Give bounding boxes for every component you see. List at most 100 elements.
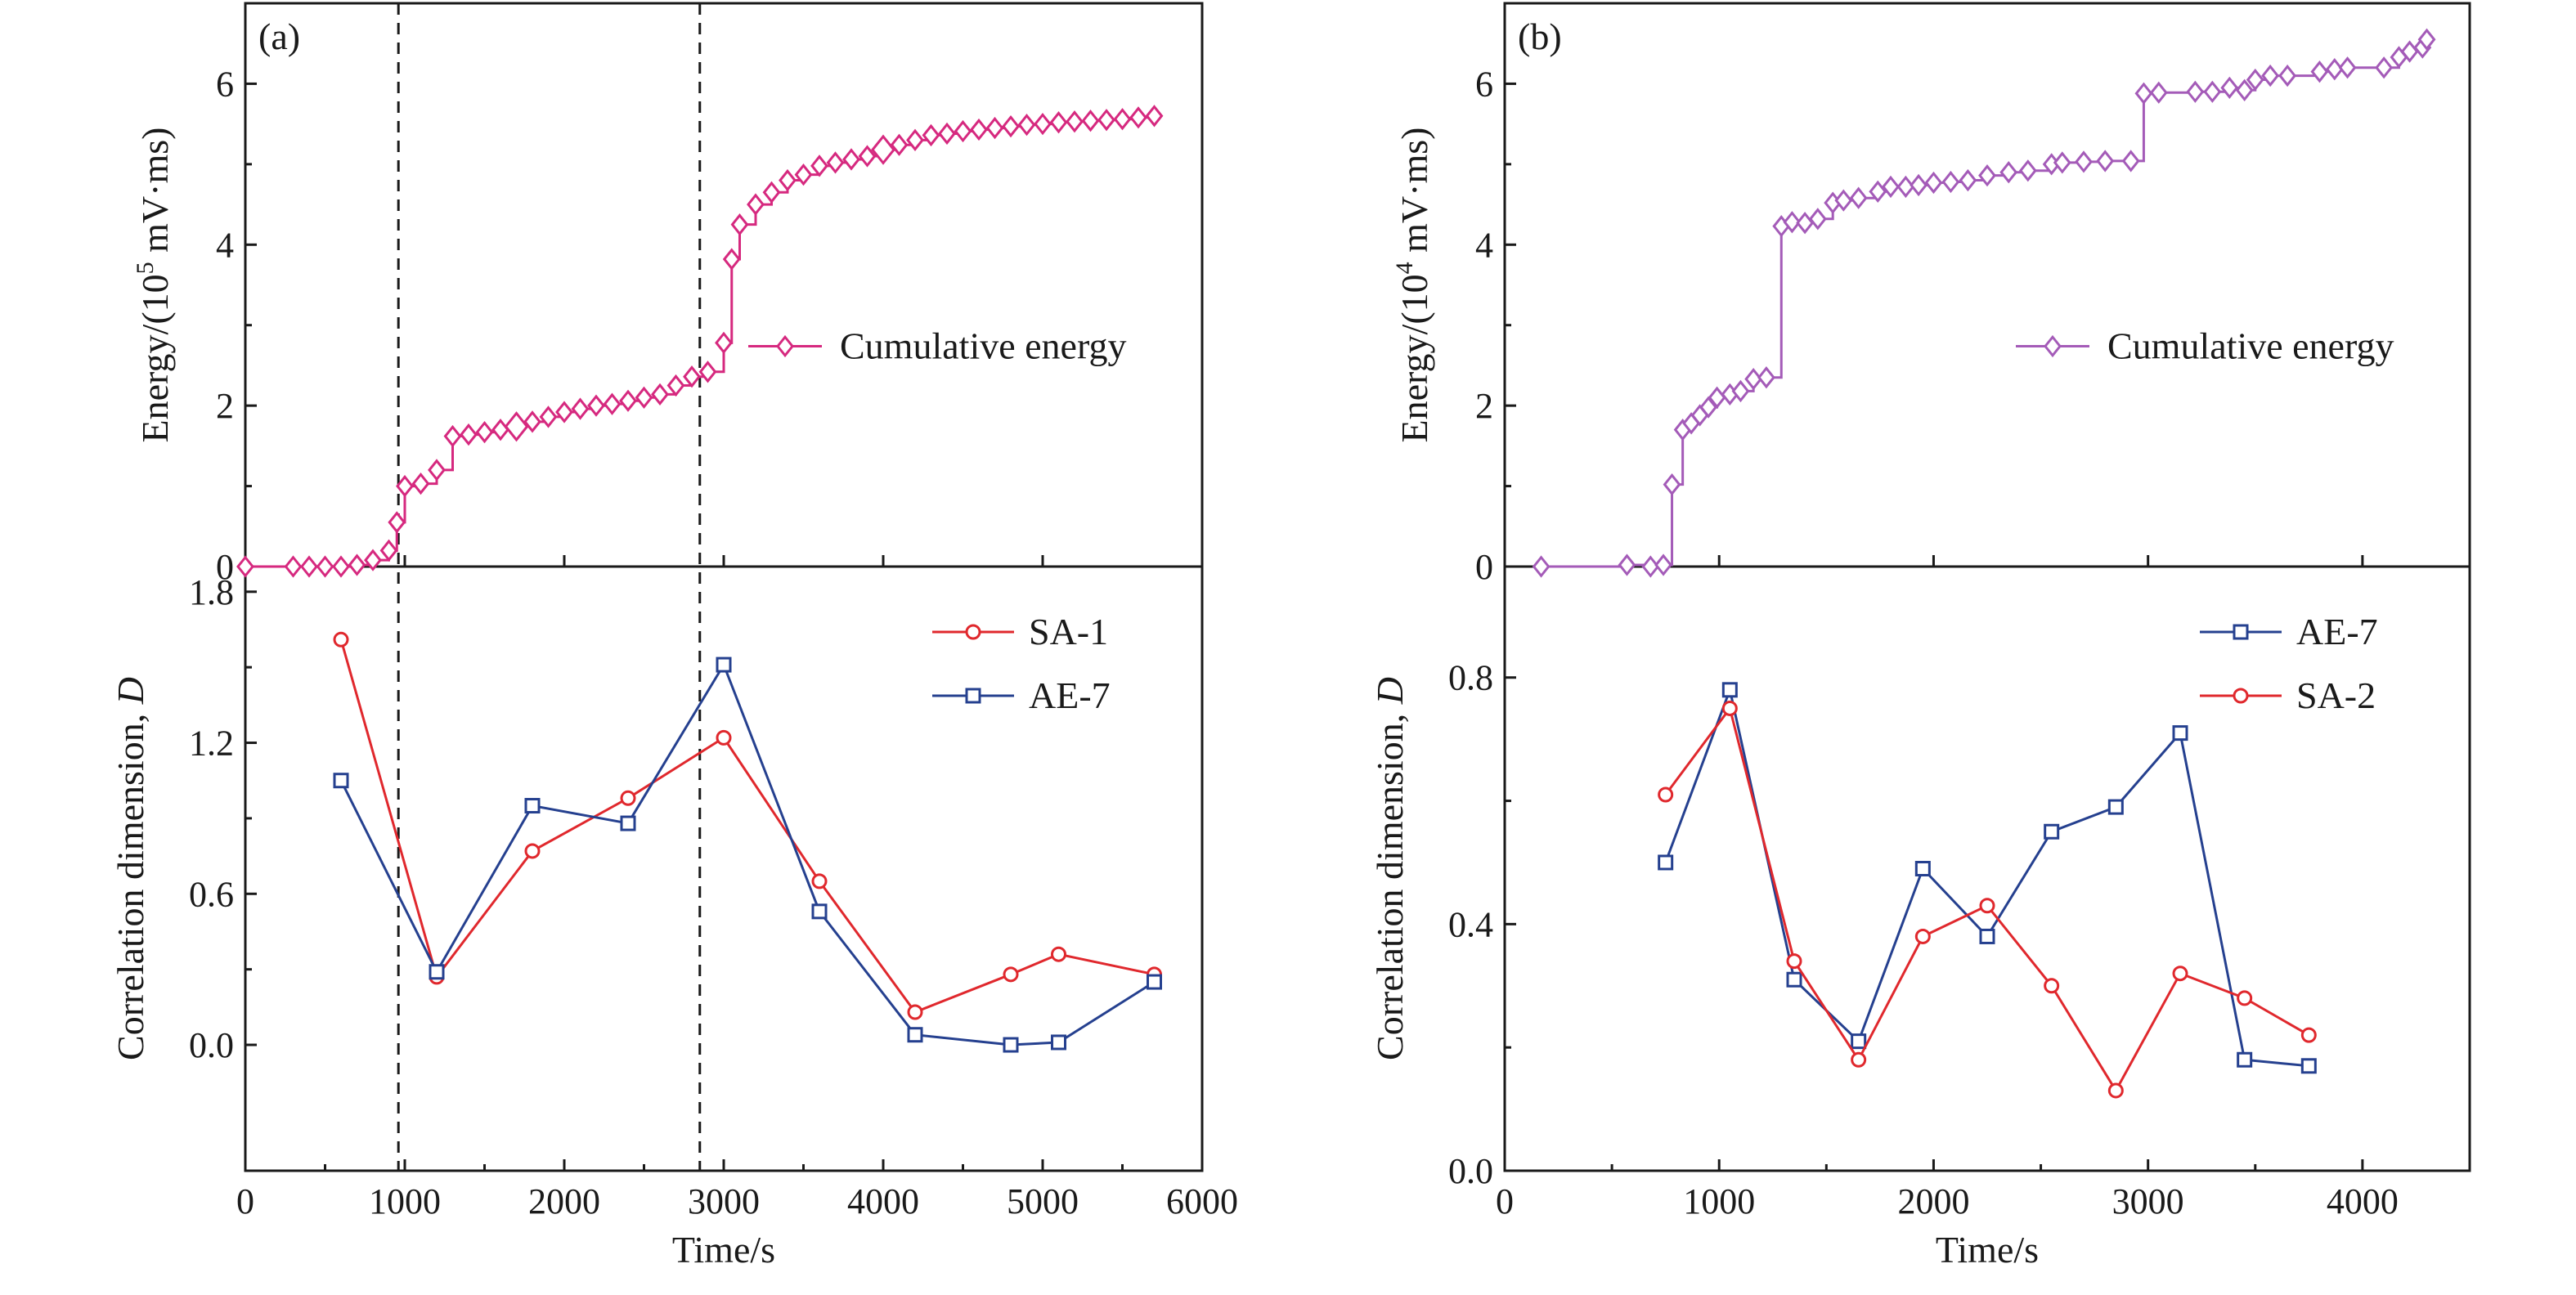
x-tick-label: 0 bbox=[1496, 1181, 1514, 1221]
cumulative-energy-point bbox=[332, 555, 350, 578]
x-tick-label: 2000 bbox=[1897, 1181, 1969, 1221]
cumulative-energy-point bbox=[504, 411, 529, 442]
cumulative-energy-point bbox=[587, 394, 605, 417]
legend-marker-energy bbox=[776, 334, 794, 358]
cumulative-energy-point bbox=[2096, 150, 2115, 173]
cumulative-energy-point bbox=[2053, 151, 2071, 174]
cumulative-energy-point bbox=[985, 116, 1004, 140]
cumulative-energy-point bbox=[858, 145, 877, 168]
x-tick-label: 1000 bbox=[1683, 1181, 1755, 1221]
x-tick-label: 5000 bbox=[1007, 1181, 1079, 1221]
series-point-SA-2 bbox=[2237, 990, 2253, 1006]
y-tick-label-bottom: 0.6 bbox=[189, 874, 234, 914]
cumulative-energy-point bbox=[1882, 175, 1900, 199]
panel-a: 0 1000 2000 3000 4000 5000 6000 Time/s 0 2 4 6 0.0 0.… bbox=[110, 2, 1238, 1270]
legend-marker-SA-1 bbox=[965, 624, 981, 640]
top-plot-frame bbox=[1503, 2, 2471, 568]
y-tick-label-top: 0 bbox=[216, 547, 234, 587]
series-point-AE-7 bbox=[2300, 1058, 2317, 1074]
series-point-SA-1 bbox=[811, 873, 828, 889]
series-point-AE-7 bbox=[2107, 799, 2124, 815]
series-point-AE-7 bbox=[1721, 682, 1738, 698]
cumulative-energy-point bbox=[2235, 78, 2254, 101]
y-axis-label-bottom: Correlation dimension, D bbox=[110, 677, 151, 1060]
cumulative-energy-point bbox=[1641, 555, 1660, 578]
cumulative-energy-point bbox=[443, 424, 462, 448]
y-tick-label-top: 0 bbox=[1475, 547, 1493, 587]
bottom-plot-frame bbox=[1503, 565, 2471, 1172]
cumulative-energy-point bbox=[2261, 64, 2280, 87]
y-tick-label-top: 6 bbox=[216, 64, 234, 104]
series-point-SA-2 bbox=[1979, 898, 1995, 914]
x-tick-label: 4000 bbox=[847, 1181, 919, 1221]
cumulative-energy-point bbox=[1744, 368, 1763, 391]
cumulative-energy-point bbox=[890, 133, 909, 156]
cumulative-energy-point bbox=[1834, 189, 1853, 212]
y-tick-label-top: 2 bbox=[1475, 386, 1493, 426]
series-point-AE-7 bbox=[1786, 971, 1802, 988]
series-line-AE-7 bbox=[1664, 685, 2309, 1068]
cumulative-energy-point bbox=[954, 119, 972, 143]
panel-b: 0 1000 2000 3000 4000 Time/s 0 2 4 6 0.0 0.4 0.8 Ener… bbox=[1369, 2, 2471, 1270]
legend-marker-AE-7 bbox=[965, 688, 981, 704]
series-point-SA-1 bbox=[333, 631, 349, 648]
x-tick-label: 1000 bbox=[369, 1181, 441, 1221]
series-point-AE-7 bbox=[2044, 823, 2060, 840]
cumulative-energy-point bbox=[2278, 64, 2297, 87]
cumulative-energy-point bbox=[1097, 109, 1115, 132]
x-tick-label: 3000 bbox=[2112, 1181, 2184, 1221]
legend-label-energy: Cumulative energy bbox=[2107, 325, 2394, 367]
series-line-SA-1 bbox=[339, 639, 1155, 1014]
series-point-AE-7 bbox=[429, 964, 445, 980]
series-point-SA-1 bbox=[1051, 946, 1066, 962]
cumulative-energy-point bbox=[970, 118, 988, 141]
series-point-AE-7 bbox=[1051, 1034, 1066, 1051]
cumulative-energy-point bbox=[316, 555, 334, 578]
series-point-AE-7 bbox=[333, 773, 349, 789]
y-tick-label-top: 2 bbox=[216, 386, 234, 426]
cumulative-energy-point bbox=[1731, 379, 1750, 403]
y-tick-label-top: 6 bbox=[1475, 64, 1493, 104]
cumulative-energy-point bbox=[2149, 81, 2168, 104]
series-point-SA-2 bbox=[1721, 700, 1738, 716]
cumulative-energy-point bbox=[1757, 366, 1775, 389]
cumulative-energy-point bbox=[2246, 68, 2264, 92]
series-point-SA-2 bbox=[2107, 1082, 2124, 1099]
series-point-SA-2 bbox=[2172, 966, 2188, 982]
series-line-AE-7 bbox=[339, 661, 1156, 1046]
legend-marker-AE-7 bbox=[2233, 624, 2249, 640]
cumulative-energy-point bbox=[842, 148, 860, 171]
cumulative-energy-point bbox=[747, 193, 765, 216]
series-point-AE-7 bbox=[1851, 1033, 1867, 1050]
cumulative-energy-point bbox=[2134, 82, 2153, 105]
cumulative-energy-point bbox=[1066, 110, 1084, 133]
cumulative-energy-point bbox=[1941, 170, 1960, 194]
cumulative-energy-point bbox=[539, 406, 558, 428]
x-tick-label: 6000 bbox=[1166, 1181, 1238, 1221]
series-point-SA-2 bbox=[1658, 786, 1674, 803]
legend-label-SA-1: SA-1 bbox=[1029, 611, 1108, 652]
series-point-SA-2 bbox=[1786, 953, 1802, 970]
cumulative-energy-point bbox=[1959, 168, 1977, 192]
cumulative-energy-point bbox=[722, 248, 741, 271]
y-axis-label-top: Energy/(105 mV·ms) bbox=[132, 128, 176, 443]
y-tick-label-bottom: 1.8 bbox=[189, 572, 234, 612]
cumulative-energy-point bbox=[1924, 171, 1943, 195]
cumulative-energy-point bbox=[523, 410, 541, 433]
series-point-SA-1 bbox=[907, 1004, 923, 1020]
cumulative-energy-point bbox=[1663, 473, 1681, 496]
cumulative-energy-point bbox=[2186, 80, 2205, 103]
cumulative-energy-point bbox=[635, 386, 653, 409]
series-point-AE-7 bbox=[620, 815, 636, 831]
cumulative-energy-point bbox=[1978, 164, 1996, 187]
x-tick-label: 3000 bbox=[688, 1181, 760, 1221]
cumulative-energy-point bbox=[1783, 211, 1802, 234]
series-point-AE-7 bbox=[1658, 854, 1674, 871]
cumulative-energy-point bbox=[1017, 113, 1036, 137]
cumulative-energy-point bbox=[826, 151, 845, 174]
y-tick-label-bottom: 1.2 bbox=[189, 724, 234, 764]
panel-label: (a) bbox=[258, 16, 300, 57]
y-tick-label-bottom: 0.8 bbox=[1448, 658, 1493, 698]
series-point-SA-1 bbox=[716, 729, 732, 746]
